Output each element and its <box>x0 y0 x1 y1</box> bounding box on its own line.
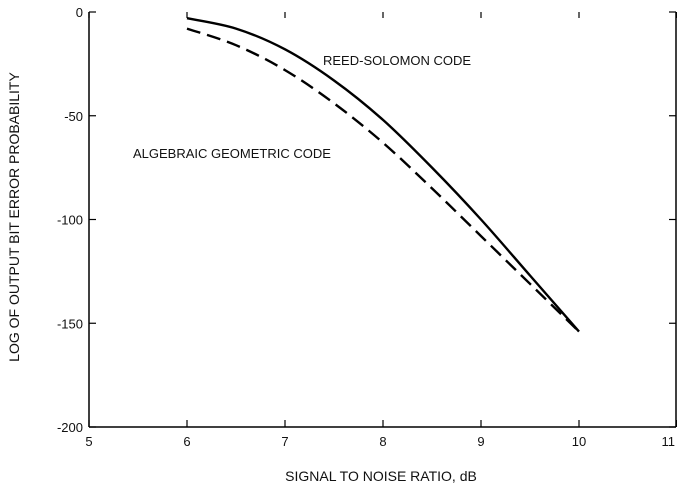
algebraic-geometric-label: ALGEBRAIC GEOMETRIC CODE <box>133 146 331 161</box>
plot-frame <box>88 12 677 428</box>
x-tick-label: 8 <box>379 434 386 449</box>
x-tick-label: 11 <box>662 434 676 449</box>
y-tick-label: -50 <box>64 109 83 124</box>
x-tick-label: 10 <box>572 434 586 449</box>
x-axis-ticks: 5 6 7 8 9 10 11 <box>85 12 677 449</box>
y-axis-title: LOG OF OUTPUT BIT ERROR PROBABILITY <box>6 72 22 362</box>
y-tick-label: -150 <box>57 316 83 331</box>
x-tick-label: 5 <box>85 434 92 449</box>
algebraic-geometric-line <box>186 27 580 333</box>
x-tick-label: 6 <box>183 434 190 449</box>
x-tick-label: 9 <box>477 434 484 449</box>
series-lines <box>186 17 580 333</box>
y-tick-label: -200 <box>57 420 83 435</box>
y-tick-label: 0 <box>76 5 83 20</box>
y-axis-ticks: 0 -50 -100 -150 -200 <box>57 5 676 435</box>
y-tick-label: -100 <box>57 213 83 228</box>
reed-solomon-label: REED-SOLOMON CODE <box>323 53 471 68</box>
x-tick-label: 7 <box>281 434 288 449</box>
x-axis-title: SIGNAL TO NOISE RATIO, dB <box>285 468 477 484</box>
reed-solomon-line <box>186 17 580 333</box>
